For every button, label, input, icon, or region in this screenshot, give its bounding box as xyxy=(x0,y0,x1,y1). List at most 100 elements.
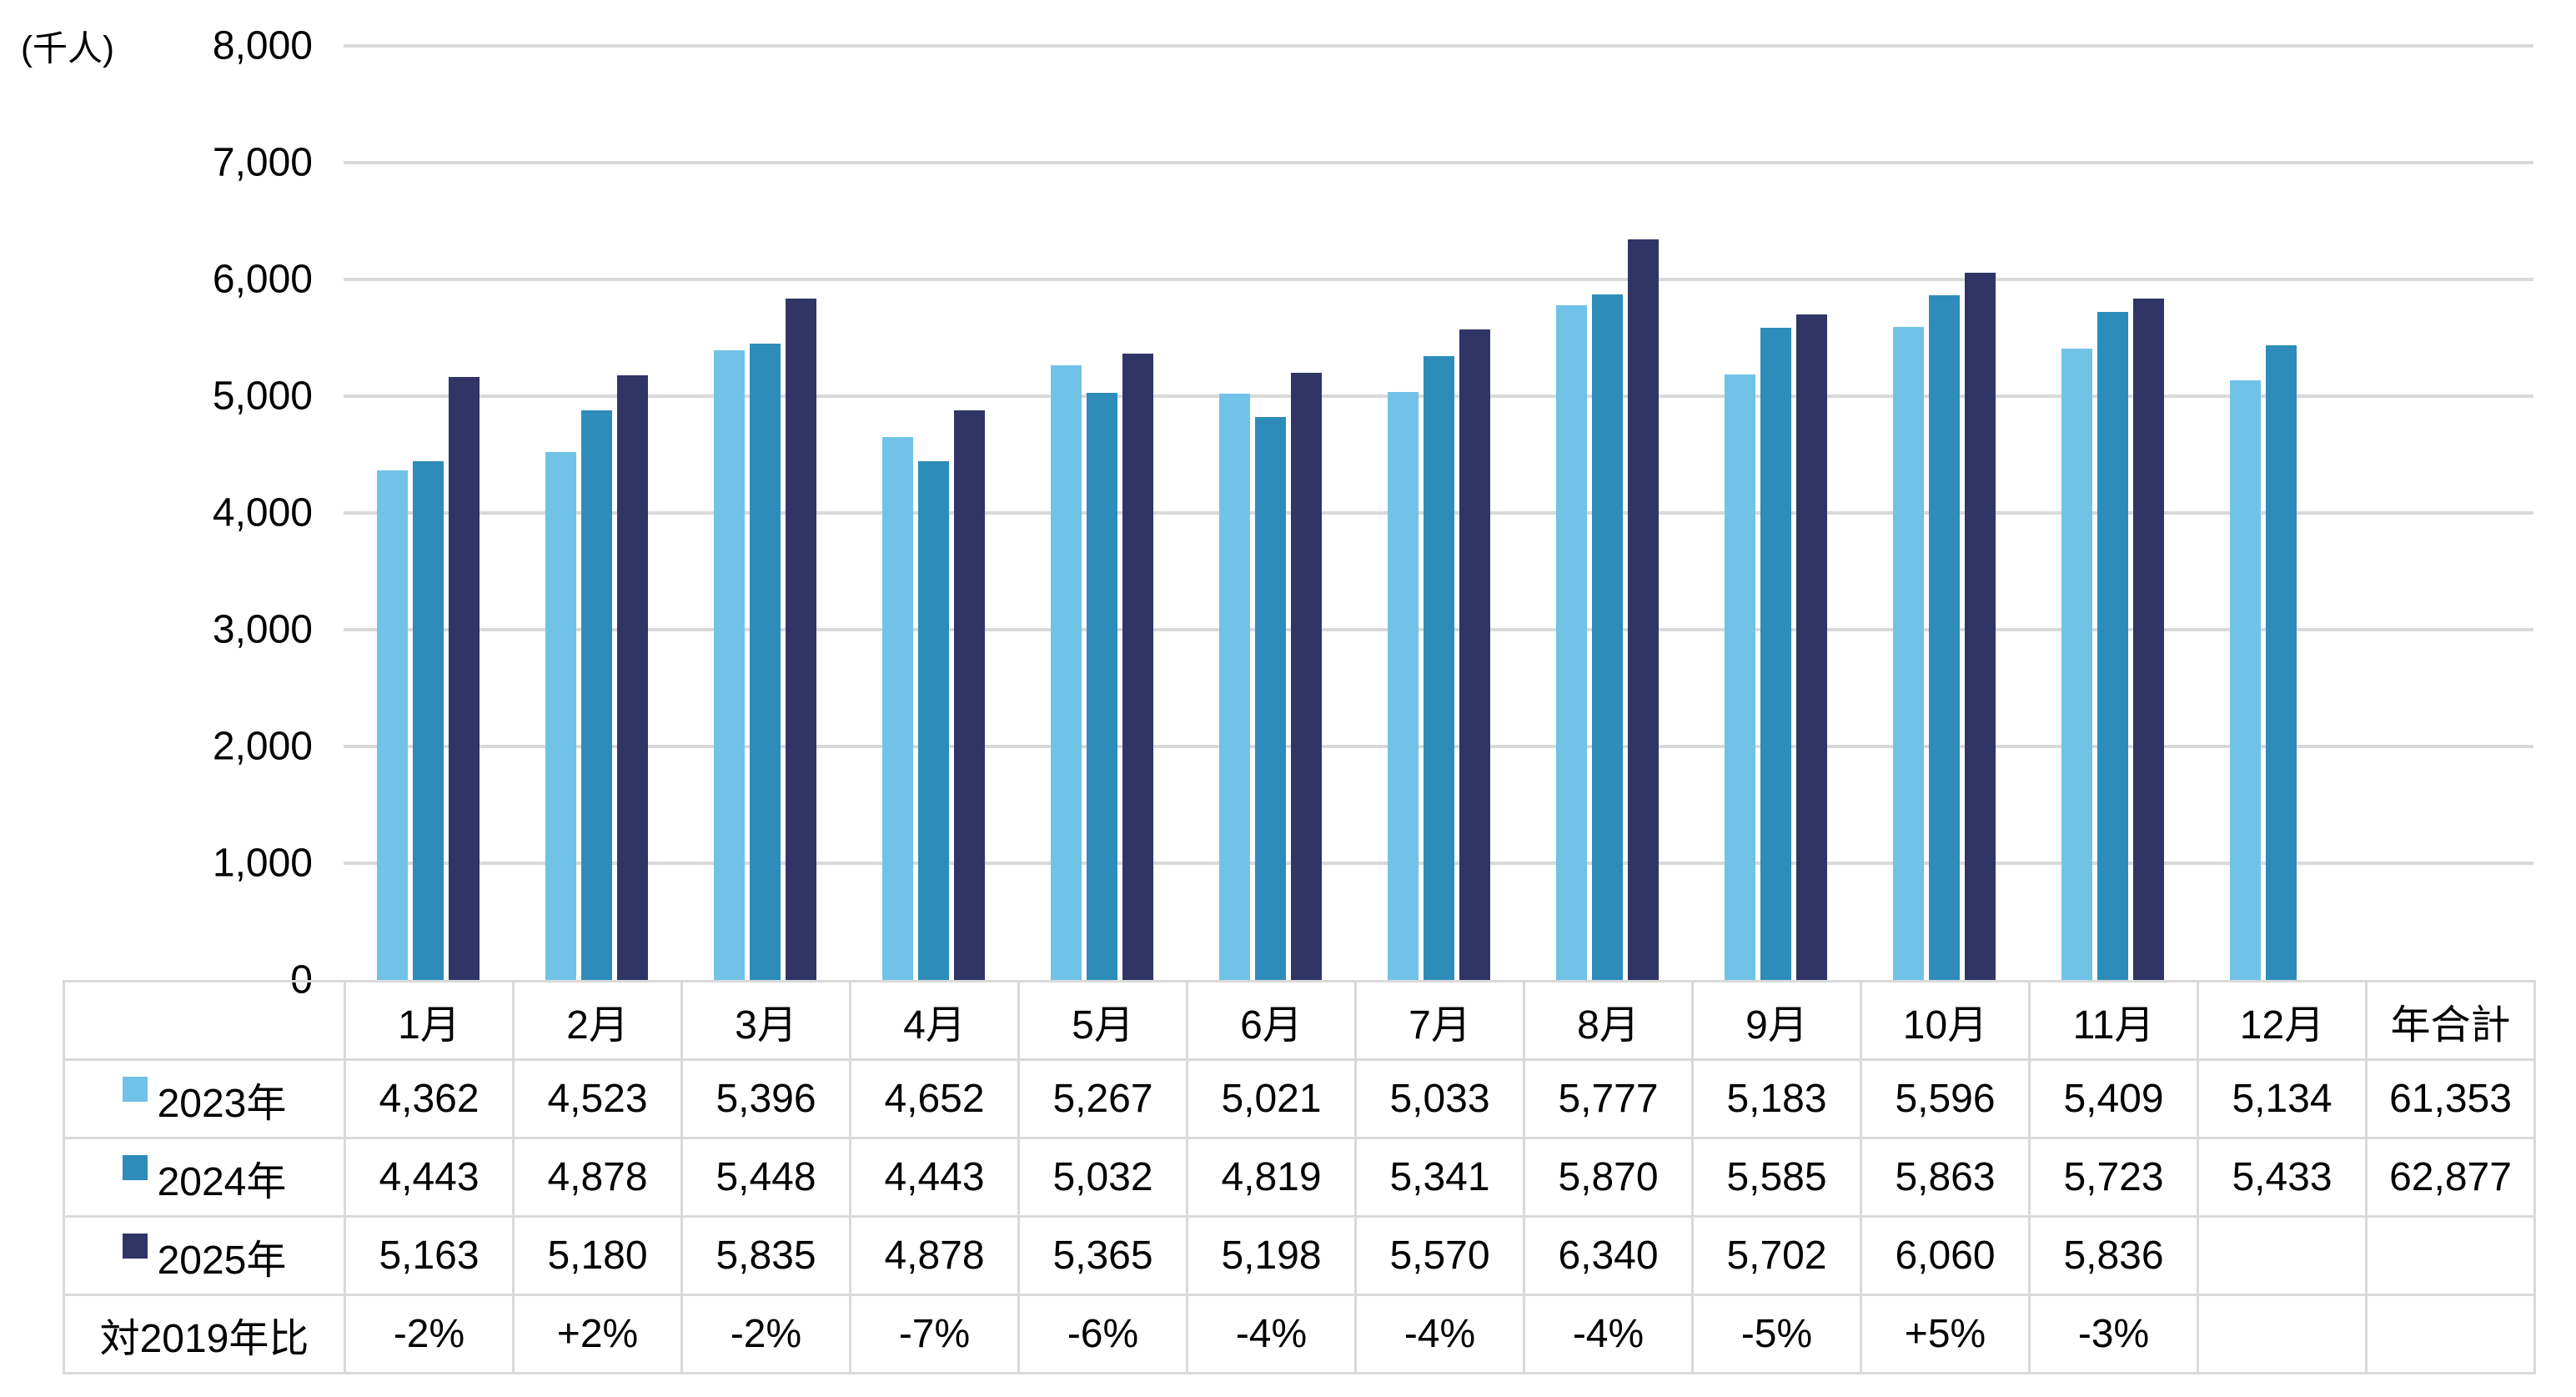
bar-2024年-9月 xyxy=(1760,328,1791,980)
y-axis-tick-label: 4,000 xyxy=(212,490,313,535)
bar-group-3月 xyxy=(680,46,849,980)
total-header-cell: 年合計 xyxy=(2365,980,2536,1061)
comparison-value-cell xyxy=(2197,1294,2368,1374)
table-row-comparison: 対2019年比 -2% +2% -2% -7% -6% -4% -4% -4% -5% +5% -3% xyxy=(63,1294,2536,1374)
bar-2025年-1月 xyxy=(448,377,480,980)
value-cell: 6,060 xyxy=(1860,1215,2031,1296)
series-label-cell: 2024年 xyxy=(63,1137,346,1218)
gridline xyxy=(344,278,2533,281)
value-cell: 5,835 xyxy=(680,1215,851,1296)
value-cell: 5,267 xyxy=(1017,1058,1188,1139)
bar-2025年-6月 xyxy=(1290,373,1322,980)
series-name: 2023年 xyxy=(157,1081,287,1126)
value-cell: 4,443 xyxy=(849,1137,1020,1218)
month-header-cell: 2月 xyxy=(512,980,683,1061)
bar-2024年-5月 xyxy=(1086,392,1117,980)
value-cell: 4,443 xyxy=(344,1137,515,1218)
value-cell: 5,183 xyxy=(1691,1058,1862,1139)
plot-area xyxy=(344,44,2533,980)
month-header-cell: 6月 xyxy=(1186,980,1357,1061)
table-row-2024年: 2024年 4,443 4,878 5,448 4,443 5,032 4,819 5,341… xyxy=(63,1137,2536,1218)
value-cell: 5,396 xyxy=(680,1058,851,1139)
value-cell: 5,198 xyxy=(1186,1215,1357,1296)
bar-group-1月 xyxy=(344,46,512,980)
total-value-cell: 61,353 xyxy=(2365,1058,2536,1139)
bar-2024年-4月 xyxy=(917,460,949,980)
value-cell: 5,180 xyxy=(512,1215,683,1296)
month-header-cell: 9月 xyxy=(1691,980,1862,1061)
table-row-2023年: 2023年 4,362 4,523 5,396 4,652 5,267 5,021 5,033… xyxy=(63,1058,2536,1139)
bar-2023年-9月 xyxy=(1724,374,1755,980)
value-cell: 5,863 xyxy=(1860,1137,2031,1218)
data-table: 1月 2月 3月 4月 5月 6月 7月 8月 9月 10月 11月 12月 年合計 2023年 4,362… xyxy=(63,980,2536,1374)
value-cell: 5,341 xyxy=(1354,1137,1525,1218)
bar-2025年-2月 xyxy=(616,374,648,980)
data-table-wrap: 1月 2月 3月 4月 5月 6月 7月 8月 9月 10月 11月 12月 年合計 2023年 4,362… xyxy=(63,980,2536,1374)
comparison-value-cell: -2% xyxy=(344,1294,515,1374)
bar-2023年-3月 xyxy=(713,349,745,980)
series-name: 2024年 xyxy=(157,1159,287,1204)
value-cell: 5,596 xyxy=(1860,1058,2031,1139)
comparison-value-cell: +2% xyxy=(512,1294,683,1374)
value-cell: 5,032 xyxy=(1017,1137,1188,1218)
bar-2023年-8月 xyxy=(1555,305,1587,980)
gridline xyxy=(344,161,2533,164)
y-axis-tick-label: 3,000 xyxy=(212,607,313,652)
bar-2025年-11月 xyxy=(2132,298,2164,980)
bar-2024年-12月 xyxy=(2265,345,2297,980)
bar-2023年-4月 xyxy=(881,436,913,980)
legend-swatch xyxy=(122,1076,148,1102)
value-cell: 5,777 xyxy=(1523,1058,1694,1139)
total-value-cell xyxy=(2365,1215,2536,1296)
bar-2023年-5月 xyxy=(1050,364,1082,980)
value-cell: 5,021 xyxy=(1186,1058,1357,1139)
comparison-label-cell: 対2019年比 xyxy=(63,1294,346,1374)
bar-2024年-3月 xyxy=(749,344,781,980)
value-cell: 5,433 xyxy=(2197,1137,2368,1218)
comparison-value-cell: -7% xyxy=(849,1294,1020,1374)
value-cell: 5,365 xyxy=(1017,1215,1188,1296)
comparison-value-cell: -5% xyxy=(1691,1294,1862,1374)
bar-2024年-1月 xyxy=(412,460,444,980)
table-row-2025年: 2025年 5,163 5,180 5,835 4,878 5,365 5,198 5,570… xyxy=(63,1215,2536,1296)
month-header-cell: 8月 xyxy=(1523,980,1694,1061)
y-axis-tick-label: 5,000 xyxy=(212,374,313,419)
value-cell: 4,362 xyxy=(344,1058,515,1139)
bar-group-11月 xyxy=(2028,46,2197,980)
bar-columns xyxy=(344,46,2533,980)
y-axis: 0 1,000 2,000 3,000 4,000 5,000 6,000 7,000 8,00… xyxy=(0,24,313,1003)
legend-swatch xyxy=(122,1233,148,1259)
value-cell: 5,409 xyxy=(2028,1058,2199,1139)
comparison-value-cell: -2% xyxy=(680,1294,851,1374)
legend-swatch xyxy=(122,1154,148,1180)
value-cell: 5,033 xyxy=(1354,1058,1525,1139)
value-cell: 5,723 xyxy=(2028,1137,2199,1218)
bar-group-6月 xyxy=(1186,46,1354,980)
bar-2023年-2月 xyxy=(545,451,576,980)
comparison-value-cell: -4% xyxy=(1186,1294,1357,1374)
series-label-cell: 2025年 xyxy=(63,1215,346,1296)
y-axis-tick-label: 8,000 xyxy=(212,23,313,68)
total-value-cell: 62,877 xyxy=(2365,1137,2536,1218)
series-label-cell: 2023年 xyxy=(63,1058,346,1139)
bar-2023年-10月 xyxy=(1892,326,1924,980)
bar-group-2月 xyxy=(512,46,680,980)
value-cell: 4,878 xyxy=(849,1215,1020,1296)
comparison-value-cell: -4% xyxy=(1523,1294,1694,1374)
bar-2025年-10月 xyxy=(1964,272,1996,980)
bar-2025年-4月 xyxy=(953,410,985,980)
series-name: 2025年 xyxy=(157,1238,287,1283)
bar-2025年-7月 xyxy=(1459,329,1490,980)
bar-2025年-8月 xyxy=(1627,239,1659,980)
bar-group-total-empty xyxy=(2365,46,2533,980)
month-header-cell: 7月 xyxy=(1354,980,1525,1061)
y-axis-tick-label: 2,000 xyxy=(212,724,313,769)
comparison-total-cell xyxy=(2365,1294,2536,1374)
month-header-cell: 4月 xyxy=(849,980,1020,1061)
bar-group-7月 xyxy=(1354,46,1523,980)
bar-2024年-2月 xyxy=(580,410,612,980)
value-cell: 5,836 xyxy=(2028,1215,2199,1296)
bar-2023年-12月 xyxy=(2229,380,2261,980)
bar-2023年-7月 xyxy=(1387,392,1419,980)
